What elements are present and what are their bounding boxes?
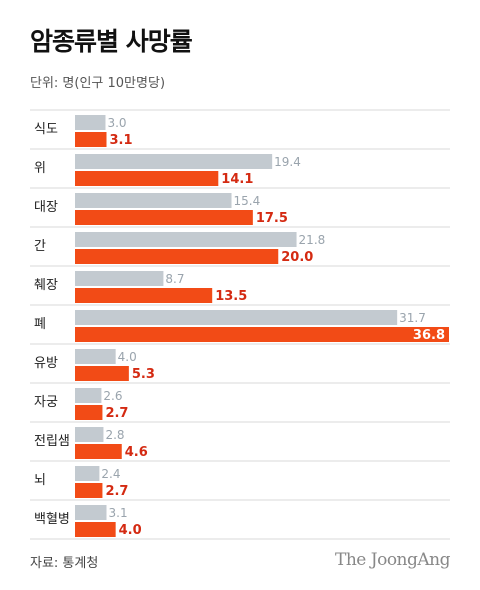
bar-series-a [75, 349, 116, 364]
value-label-series-a: 19.4 [274, 155, 301, 169]
bar-series-a [75, 232, 297, 247]
value-label-series-b: 4.6 [125, 445, 148, 460]
value-label-series-b: 5.3 [132, 367, 155, 382]
bar-series-b [75, 366, 129, 381]
bar-series-b [75, 171, 219, 186]
category-label: 폐 [34, 317, 46, 332]
value-label-series-a: 15.4 [234, 194, 261, 208]
bar-series-b [75, 288, 213, 303]
chart-title: 암종류별 사망률 [30, 27, 193, 56]
value-label-series-b: 2.7 [105, 484, 128, 499]
value-label-series-b: 17.5 [256, 211, 288, 226]
category-label: 대장 [34, 200, 58, 215]
category-label: 식도 [34, 122, 58, 137]
bar-series-b [75, 249, 279, 264]
value-label-series-b: 20.0 [281, 250, 313, 265]
bar-series-b [75, 327, 449, 342]
value-label-series-a: 8.7 [165, 272, 184, 286]
value-label-series-a: 2.6 [103, 389, 122, 403]
category-label: 간 [34, 239, 46, 254]
value-label-series-a: 4.0 [118, 350, 137, 364]
value-label-series-a: 3.1 [109, 506, 128, 520]
value-label-series-b: 3.1 [110, 133, 133, 148]
bar-series-b [75, 132, 107, 147]
value-label-series-b: 36.8 [413, 328, 445, 343]
value-label-series-a: 2.8 [105, 428, 124, 442]
bar-series-a [75, 388, 102, 403]
bar-series-a [75, 115, 106, 130]
bar-series-b [75, 210, 253, 225]
unit-note: 단위: 명(인구 10만명당) [30, 76, 166, 91]
value-label-series-b: 4.0 [119, 523, 142, 538]
value-label-series-a: 21.8 [299, 233, 326, 247]
bar-series-a [75, 466, 100, 481]
bar-series-b [75, 522, 116, 537]
source-note: 자료: 통계청 [30, 556, 99, 571]
bar-series-a [75, 193, 232, 208]
value-label-series-a: 3.0 [107, 116, 126, 130]
bar-series-a [75, 271, 164, 286]
category-label: 위 [34, 161, 46, 176]
bar-series-a [75, 154, 273, 169]
bar-series-a [75, 505, 107, 520]
value-label-series-a: 31.7 [399, 311, 426, 325]
category-label: 뇌 [34, 473, 46, 488]
category-label: 유방 [34, 356, 58, 371]
category-label: 전립샘 [34, 434, 70, 449]
bar-series-b [75, 483, 103, 498]
value-label-series-b: 2.7 [105, 406, 128, 421]
bar-series-a [75, 427, 104, 442]
brand-logo: The JoongAng [335, 550, 450, 570]
bar-series-b [75, 405, 103, 420]
category-label: 백혈병 [34, 512, 70, 527]
bar-series-a [75, 310, 398, 325]
value-label-series-b: 14.1 [221, 172, 253, 187]
value-label-series-a: 2.4 [101, 467, 120, 481]
value-label-series-b: 13.5 [215, 289, 247, 304]
bar-series-b [75, 444, 122, 459]
category-label: 자궁 [34, 395, 58, 410]
category-label: 췌장 [34, 278, 58, 293]
